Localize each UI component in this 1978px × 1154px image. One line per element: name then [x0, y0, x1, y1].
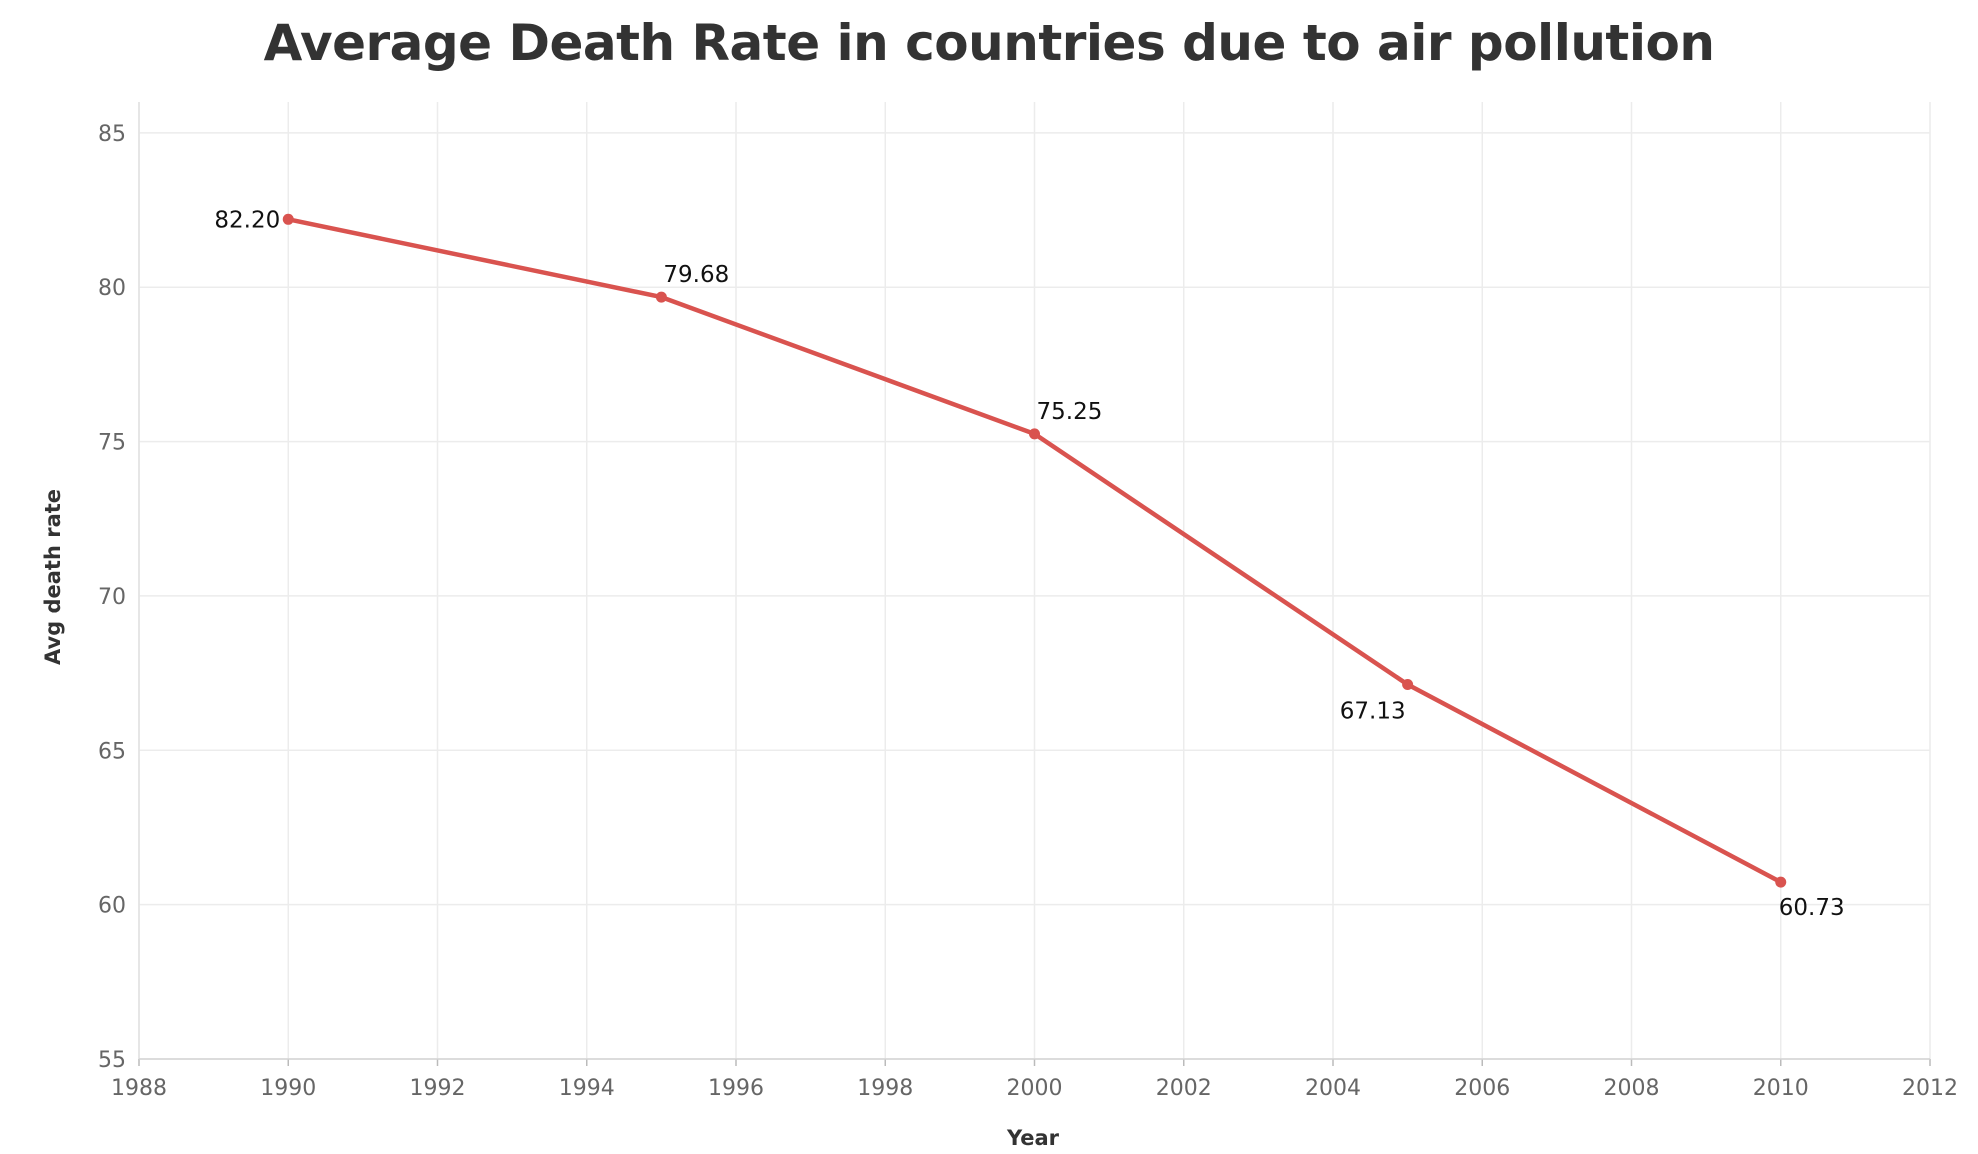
x-tick-label: 1994: [559, 1076, 615, 1101]
data-label: 67.13: [1340, 699, 1406, 725]
data-labels: 82.20 79.68 75.25 67.13 60.73: [214, 207, 1844, 921]
data-label: 75.25: [1037, 399, 1103, 425]
chart-title: Average Death Rate in countries due to a…: [263, 14, 1715, 72]
data-point[interactable]: [282, 213, 294, 225]
x-tick-label: 2002: [1156, 1076, 1212, 1101]
x-tick-label: 2006: [1454, 1076, 1510, 1101]
y-tick-label: 65: [98, 739, 126, 764]
x-tick-label: 1998: [857, 1076, 913, 1101]
y-tick-label: 55: [98, 1048, 126, 1073]
grid: [138, 102, 1931, 1060]
y-axis-title: Avg death rate: [41, 489, 65, 665]
y-tick-label: 75: [98, 431, 126, 456]
data-label: 79.68: [663, 262, 729, 288]
data-label: 60.73: [1779, 895, 1845, 921]
x-tick-label: 1992: [410, 1076, 466, 1101]
data-point[interactable]: [1402, 679, 1414, 691]
data-point[interactable]: [1029, 428, 1040, 440]
x-tick-label: 2012: [1902, 1076, 1958, 1101]
y-tick-label: 85: [98, 122, 126, 147]
data-label: 82.20: [214, 207, 280, 233]
x-tick-label: 1990: [260, 1076, 316, 1101]
axes: 1988 1990 1992 1994 1996 1998 2000 2002 2004 2006…: [98, 102, 1958, 1101]
series: [282, 213, 1787, 888]
y-tick-label: 60: [98, 894, 126, 919]
y-tick-label: 80: [98, 276, 126, 301]
x-tick-label: 1996: [708, 1076, 764, 1101]
x-axis-title: Year: [1006, 1126, 1060, 1150]
x-tick-label: 1988: [111, 1076, 167, 1101]
data-point[interactable]: [1775, 876, 1787, 888]
x-tick-label: 2008: [1604, 1076, 1660, 1101]
x-tick-label: 2004: [1305, 1076, 1361, 1101]
x-tick-label: 2010: [1753, 1076, 1809, 1101]
data-point[interactable]: [655, 291, 667, 303]
x-tick-label: 2000: [1007, 1076, 1063, 1101]
y-tick-label: 70: [98, 585, 126, 610]
